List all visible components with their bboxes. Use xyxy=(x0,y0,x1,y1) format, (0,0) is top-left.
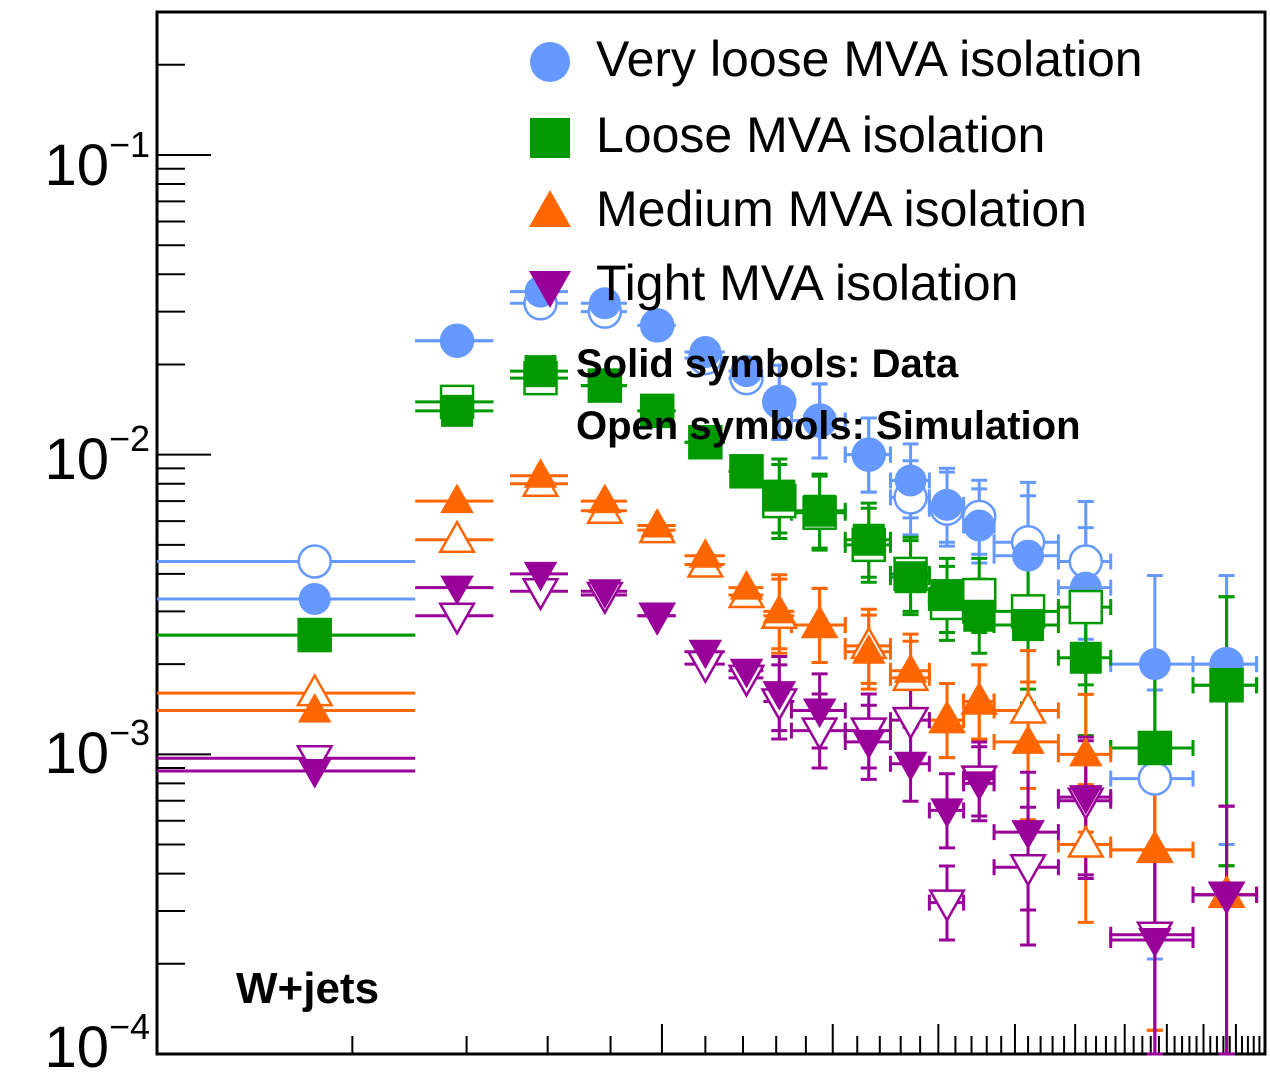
data-marker-triangle-up xyxy=(962,683,997,714)
sim-marker-triangle-down xyxy=(438,602,476,636)
data-marker-square xyxy=(298,619,331,652)
data-marker-triangle-down xyxy=(1138,928,1172,958)
data-marker-square xyxy=(963,599,996,632)
data-marker-square xyxy=(1210,669,1243,702)
legend-marker-triangle-up xyxy=(529,190,571,227)
sim-marker-triangle-up xyxy=(438,519,476,554)
data-marker-triangle-down xyxy=(930,798,964,828)
legend-marker-circle xyxy=(530,42,570,82)
data-marker-triangle-up xyxy=(523,458,558,488)
data-marker-triangle-up xyxy=(640,507,674,538)
data-marker-triangle-up xyxy=(1011,724,1045,754)
data-marker-triangle-down xyxy=(962,771,997,801)
legend-label-tight: Tight MVA isolation xyxy=(596,255,1019,311)
data-marker-triangle-down xyxy=(523,561,558,592)
sim-marker-triangle-down xyxy=(891,706,930,741)
sim-marker-circle xyxy=(297,544,332,579)
data-marker-square xyxy=(588,369,621,402)
y-tick-label-1e-1: 10−1 xyxy=(44,124,150,198)
data-marker-circle xyxy=(298,582,331,615)
solid-symbols-note: Solid symbols: Data xyxy=(576,342,959,386)
data-marker-triangle-up xyxy=(440,483,474,514)
x-axis-ticks xyxy=(156,1024,1266,1054)
data-marker-triangle-down xyxy=(729,658,764,689)
data-marker-triangle-down xyxy=(640,603,674,634)
data-markers xyxy=(295,275,1246,958)
data-marker-triangle-up xyxy=(297,692,332,723)
data-marker-triangle-down xyxy=(297,758,332,789)
y-tick-label-1e-2: 10−2 xyxy=(44,418,150,492)
data-marker-triangle-up xyxy=(688,538,723,568)
data-marker-triangle-up xyxy=(851,634,886,664)
legend-label-loose: Loose MVA isolation xyxy=(596,107,1046,163)
data-marker-triangle-up xyxy=(762,593,797,624)
data-marker-circle xyxy=(689,336,722,369)
data-marker-square xyxy=(763,479,796,512)
data-marker-triangle-up xyxy=(930,702,964,733)
data-marker-circle xyxy=(803,404,836,437)
data-marker-triangle-down xyxy=(588,579,622,609)
data-marker-triangle-down xyxy=(1209,882,1244,913)
open-symbols-note: Open symbols: Simulation xyxy=(576,404,1081,448)
data-marker-triangle-up xyxy=(893,653,928,683)
y-tick-label-1e-4: 10−4 xyxy=(44,1006,150,1080)
data-marker-square xyxy=(730,455,763,488)
legend-label-medium: Medium MVA isolation xyxy=(596,181,1087,237)
data-marker-triangle-down xyxy=(688,639,723,670)
data-marker-circle xyxy=(852,438,885,471)
data-marker-square xyxy=(930,579,963,612)
data-marker-circle xyxy=(763,385,796,418)
data-marker-triangle-down xyxy=(1011,820,1045,850)
sim-marker-triangle-up xyxy=(1066,824,1105,858)
data-marker-triangle-down xyxy=(802,698,837,729)
data-marker-triangle-up xyxy=(1138,832,1172,862)
data-marker-triangle-up xyxy=(1068,736,1103,767)
sim-marker-triangle-down xyxy=(1009,853,1048,888)
data-marker-square xyxy=(894,561,927,594)
data-marker-triangle-down xyxy=(893,751,928,782)
data-marker-triangle-down xyxy=(851,729,886,760)
data-marker-circle xyxy=(1012,539,1045,572)
data-marker-triangle-down xyxy=(1068,785,1103,815)
data-marker-circle xyxy=(641,309,674,342)
data-marker-triangle-down xyxy=(440,575,474,606)
data-marker-square xyxy=(441,394,474,427)
data-marker-square xyxy=(641,394,674,427)
data-marker-square xyxy=(1138,731,1171,764)
data-marker-square xyxy=(689,426,722,459)
data-marker-circle xyxy=(730,355,763,388)
sim-marker-square xyxy=(1068,589,1104,625)
data-marker-square xyxy=(1069,641,1102,674)
data-marker-circle xyxy=(588,287,621,320)
sim-marker-circle xyxy=(1137,761,1173,796)
legend-marker-triangle-down xyxy=(529,271,571,308)
data-marker-circle xyxy=(1138,648,1171,681)
data-marker-triangle-up xyxy=(729,570,764,600)
data-marker-triangle-up xyxy=(802,607,837,638)
legend-marker-square xyxy=(530,118,570,158)
legend-label-very-loose: Very loose MVA isolation xyxy=(596,31,1143,87)
data-marker-circle xyxy=(963,509,996,542)
data-marker-circle xyxy=(930,488,963,521)
process-label: W+jets xyxy=(236,964,380,1013)
data-marker-triangle-down xyxy=(762,681,797,711)
data-marker-square xyxy=(803,494,836,527)
data-marker-circle xyxy=(894,464,927,497)
data-marker-circle xyxy=(441,324,474,357)
data-marker-square xyxy=(524,355,557,388)
data-marker-square xyxy=(852,523,885,556)
plot-frame xyxy=(155,10,1267,1056)
data-marker-triangle-up xyxy=(588,483,622,514)
y-axis-ticks xyxy=(157,63,211,1055)
sim-marker-triangle-up xyxy=(1009,690,1048,724)
sim-marker-triangle-down xyxy=(928,889,966,923)
legend-markers xyxy=(529,42,571,308)
y-tick-label-1e-3: 10−3 xyxy=(44,712,150,786)
data-marker-square xyxy=(1012,609,1045,642)
